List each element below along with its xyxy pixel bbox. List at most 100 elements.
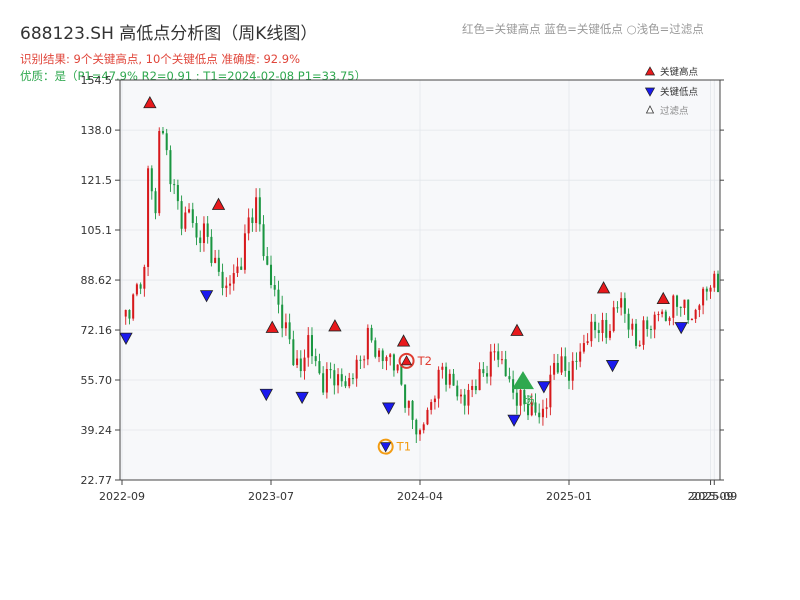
candle-body xyxy=(337,374,340,386)
candle-body xyxy=(471,385,474,390)
y-tick-label: 105.1 xyxy=(81,224,113,237)
candle-body xyxy=(165,133,168,151)
candle-body xyxy=(493,351,496,353)
candle-body xyxy=(269,264,273,285)
candle-body xyxy=(564,356,567,371)
axes: 154.5 138.0 121.5 105.1 88.62 72.16 55.70 39.24… xyxy=(81,74,738,503)
candle-body xyxy=(325,369,328,393)
candle-body xyxy=(441,366,444,370)
y-tick-label: 22.77 xyxy=(81,474,113,487)
candle-body xyxy=(635,323,638,346)
legend-filtered-marker xyxy=(645,105,655,114)
candle-body xyxy=(348,378,351,387)
candle-body xyxy=(433,398,436,403)
candle-body xyxy=(653,314,656,330)
candle-body xyxy=(459,394,462,397)
x-tick-label: 2025-09 xyxy=(691,490,737,503)
key-low-marker xyxy=(259,388,273,402)
y-tick-label: 121.5 xyxy=(81,174,113,187)
candle-body xyxy=(515,392,518,406)
candle-body xyxy=(649,328,652,330)
candle-body xyxy=(173,184,176,186)
candle-body xyxy=(135,284,138,295)
y-tick-label: 55.70 xyxy=(81,374,113,387)
candle-body xyxy=(310,335,313,357)
candle-body xyxy=(351,378,354,380)
candle-body xyxy=(586,341,589,344)
candle-body xyxy=(527,403,530,416)
candle-body xyxy=(579,351,582,362)
candle-body xyxy=(638,344,641,346)
x-tick-label: 2025-09 xyxy=(688,490,734,503)
candle-body xyxy=(567,370,571,381)
candle-body xyxy=(400,364,403,385)
y-tick-label: 154.5 xyxy=(81,74,113,87)
legend: 关键高点 关键低点 过滤点 xyxy=(644,66,699,117)
candle-body xyxy=(128,309,131,319)
candle-body xyxy=(322,373,325,393)
candle-body xyxy=(500,359,503,361)
candle-body xyxy=(463,394,466,406)
candle-body xyxy=(411,400,414,420)
candle-body xyxy=(445,366,448,385)
candle-body xyxy=(601,319,604,333)
t2-label: T2 xyxy=(417,354,432,368)
candle-body xyxy=(281,304,284,329)
candle-body xyxy=(132,294,135,319)
key-low-marker xyxy=(507,414,521,427)
candle-body xyxy=(288,322,291,340)
chart-subtitle: 识别结果: 9个关键高点, 10个关键低点 准确度: 92.9% xyxy=(20,52,300,66)
candle-body xyxy=(188,209,191,213)
candle-body xyxy=(329,369,332,371)
candle-body xyxy=(307,335,310,358)
candle-body xyxy=(221,271,224,289)
candle-body xyxy=(378,350,381,357)
candle-body xyxy=(642,320,645,345)
t1-label: T1 xyxy=(396,440,411,454)
key-low-marker xyxy=(199,290,214,303)
candle-body xyxy=(690,318,693,321)
candle-body xyxy=(623,298,626,314)
candle-body xyxy=(575,360,578,362)
candle-body xyxy=(366,327,369,360)
candle-body xyxy=(597,330,600,333)
candle-body xyxy=(202,223,205,244)
candle-body xyxy=(426,409,429,425)
candle-body xyxy=(314,356,317,362)
candle-body xyxy=(355,359,358,379)
candle-body xyxy=(284,322,287,329)
candle-body xyxy=(396,364,399,371)
candle-body xyxy=(571,360,574,381)
candle-body xyxy=(191,209,194,224)
color-note: 红色=关键高点 蓝色=关键低点 ○浅色=过滤点 xyxy=(462,22,704,36)
candle-body xyxy=(206,223,209,237)
candle-body xyxy=(478,369,481,391)
candle-body xyxy=(147,168,150,267)
key-high-marker xyxy=(211,197,226,210)
start-marker xyxy=(511,371,534,390)
candle-body xyxy=(698,305,701,310)
key-low-marker xyxy=(537,381,551,394)
candle-body xyxy=(296,358,299,366)
candle-body xyxy=(258,197,261,225)
candle-body xyxy=(504,359,507,377)
x-tick-label: 2023-07 xyxy=(248,490,294,503)
candle-body xyxy=(716,273,720,293)
candle-body xyxy=(176,184,179,202)
key-high-marker xyxy=(265,320,279,333)
key-high-marker xyxy=(596,281,611,294)
candle-body xyxy=(713,273,716,288)
candle-body xyxy=(519,389,522,406)
candle-body xyxy=(631,323,634,330)
candle-body xyxy=(158,131,161,214)
candle-body xyxy=(657,314,660,316)
candle-body xyxy=(448,373,451,385)
t1-circle-marker xyxy=(377,438,394,455)
candle-body xyxy=(225,285,228,289)
candle-body xyxy=(266,256,269,265)
candle-body xyxy=(273,284,276,290)
candle-body xyxy=(679,306,682,308)
chart-title: 688123.SH 高低点分析图（周K线图） xyxy=(20,24,317,44)
candle-body xyxy=(497,351,500,360)
